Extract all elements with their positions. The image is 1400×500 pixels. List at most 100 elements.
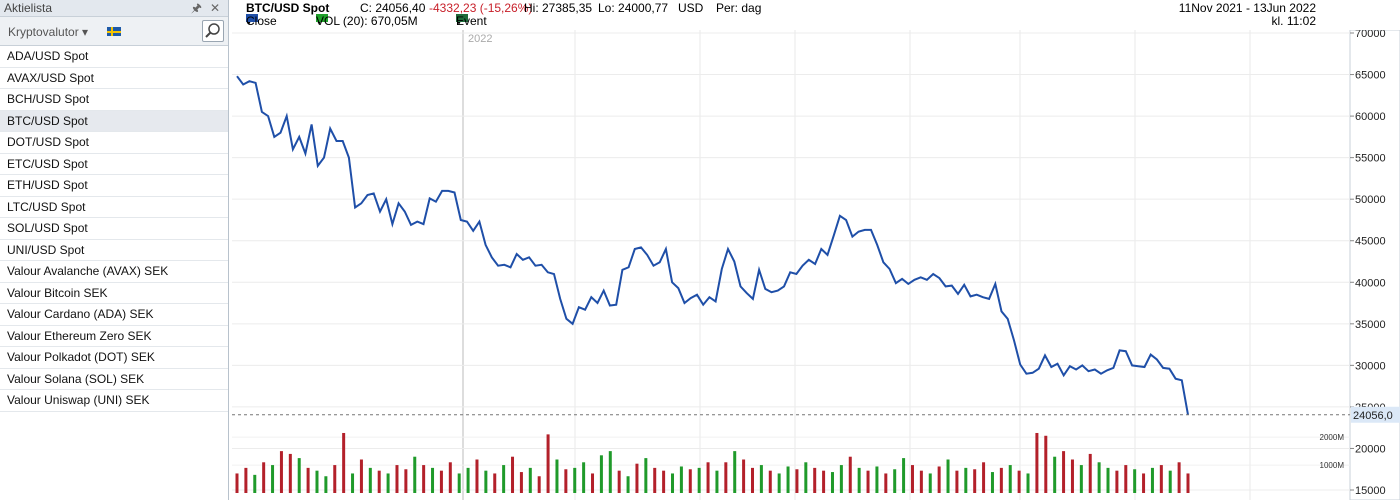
volume-bar: [786, 466, 790, 493]
volume-bar: [857, 467, 861, 493]
y-tick-label: 55000: [1355, 153, 1386, 165]
panel-title: Aktielista: [4, 1, 53, 15]
volume-bar: [1008, 465, 1012, 493]
y-tick-label: 70000: [1355, 30, 1386, 40]
volume-bar: [271, 465, 275, 493]
volume-bar: [990, 472, 994, 493]
filter-dropdown[interactable]: Kryptovalutor ▾: [8, 25, 89, 39]
legend-item[interactable]: Close ▾: [246, 14, 277, 28]
instrument-item[interactable]: Valour Cardano (ADA) SEK: [0, 304, 228, 326]
instrument-item[interactable]: SOL/USD Spot: [0, 218, 228, 240]
volume-bar: [253, 474, 257, 493]
instrument-item[interactable]: LTC/USD Spot: [0, 197, 228, 218]
volume-bar: [1017, 470, 1021, 493]
volume-bar: [1133, 469, 1137, 493]
currency: USD: [678, 1, 704, 15]
instrument-item[interactable]: AVAX/USD Spot: [0, 68, 228, 89]
volume-bar: [608, 451, 612, 493]
volume-bar: [1106, 467, 1110, 493]
volume-bar: [644, 458, 648, 493]
instrument-item[interactable]: UNI/USD Spot: [0, 240, 228, 261]
volume-bar: [742, 459, 746, 493]
chart: 2022 70000 65000 60000 55000 50000 45000 40000 3…: [232, 30, 1400, 500]
legend-item[interactable]: Event ▾: [456, 14, 487, 28]
volume-bar: [724, 462, 728, 493]
volume-bar: [351, 473, 355, 493]
instrument-item[interactable]: Valour Polkadot (DOT) SEK: [0, 347, 228, 369]
volume-bar: [1142, 473, 1146, 493]
volume-bar: [679, 466, 683, 493]
symbol: BTC/USD Spot: [246, 1, 330, 15]
instrument-item[interactable]: BTC/USD Spot: [0, 110, 228, 132]
volume-bar: [1044, 435, 1048, 493]
instrument-item[interactable]: Valour Ethereum Zero SEK: [0, 326, 228, 347]
instrument-item[interactable]: BCH/USD Spot: [0, 89, 228, 111]
instrument-item[interactable]: Valour Bitcoin SEK: [0, 283, 228, 304]
volume-bar: [768, 470, 772, 493]
panel-header: Aktielista 🖈 ✕: [0, 0, 228, 17]
volume-bar: [964, 467, 968, 493]
axis-panel: [1349, 30, 1400, 500]
y-tick-label: 30000: [1355, 360, 1386, 372]
volume-tick-label: 2000M: [1320, 433, 1345, 442]
close-button[interactable]: ✕: [209, 1, 220, 15]
y-tick-label: 50000: [1355, 194, 1386, 206]
date-range: 11Nov 2021 - 13Jun 2022: [1178, 1, 1316, 15]
instrument-item[interactable]: Valour Avalanche (AVAX) SEK: [0, 261, 228, 283]
change-value: -4332,23 (-15,26%): [429, 1, 533, 15]
pin-button[interactable]: 🖈: [190, 1, 202, 15]
last-price-label: 24056,0: [1353, 410, 1393, 422]
volume-bar: [955, 470, 959, 493]
volume-bar: [919, 470, 923, 493]
volume-bar: [848, 456, 852, 493]
volume-bar: [884, 473, 888, 493]
volume-bar: [804, 462, 808, 493]
y-tick-label: 60000: [1355, 111, 1386, 123]
volume-bar: [431, 467, 435, 493]
volume-bar: [1070, 459, 1074, 493]
y-tick-label: 20000: [1355, 443, 1386, 455]
y-tick-label: 65000: [1355, 70, 1386, 82]
volume-bar: [519, 472, 523, 493]
volume-bar: [839, 465, 843, 493]
instrument-list: ADA/USD Spot AVAX/USD Spot BCH/USD Spot BTC…: [0, 46, 228, 412]
volume-bar: [777, 473, 781, 493]
instrument-item[interactable]: ETH/USD Spot: [0, 175, 228, 197]
instrument-item[interactable]: ETC/USD Spot: [0, 154, 228, 175]
volume-bar: [1062, 451, 1066, 493]
legend-label: VOL (20): 670,05M: [316, 14, 418, 28]
high-value: Hi: 27385,35: [524, 1, 593, 15]
volume-bar: [591, 473, 595, 493]
instrument-item[interactable]: DOT/USD Spot: [0, 132, 228, 154]
volume-bar: [688, 469, 692, 493]
search-icon: [205, 23, 220, 38]
volume-bar: [902, 458, 906, 493]
volume-bar: [511, 456, 515, 493]
flag-dropdown[interactable]: [107, 27, 121, 36]
search-button[interactable]: [202, 20, 224, 42]
filter-label: Kryptovalutor: [8, 25, 79, 39]
volume-bar: [528, 467, 532, 493]
legend-swatch: [246, 14, 258, 22]
y-tick-label: 15000: [1355, 485, 1386, 497]
volume-bar: [1035, 432, 1039, 493]
volume-bar: [315, 470, 319, 493]
instrument-item[interactable]: ADA/USD Spot: [0, 46, 228, 68]
year-label: 2022: [468, 33, 492, 45]
y-tick-label: 35000: [1355, 319, 1386, 331]
volume-bar: [822, 470, 826, 493]
legend-label: Close: [246, 14, 277, 28]
legend-item[interactable]: VOL (20): 670,05M ▾: [316, 14, 418, 28]
volume-bar: [288, 453, 292, 493]
volume-bar: [750, 467, 754, 493]
volume-bar: [937, 466, 941, 493]
volume-bar: [404, 469, 408, 493]
volume-bar: [830, 472, 834, 493]
legend-swatch: [456, 14, 468, 22]
instrument-item[interactable]: Valour Solana (SOL) SEK: [0, 369, 228, 390]
watchlist-panel: Aktielista 🖈 ✕ Kryptovalutor ▾ ADA/USD Spo…: [0, 0, 229, 500]
volume-bar: [386, 473, 390, 493]
instrument-item[interactable]: Valour Uniswap (UNI) SEK: [0, 390, 228, 412]
volume-bar: [555, 459, 559, 493]
